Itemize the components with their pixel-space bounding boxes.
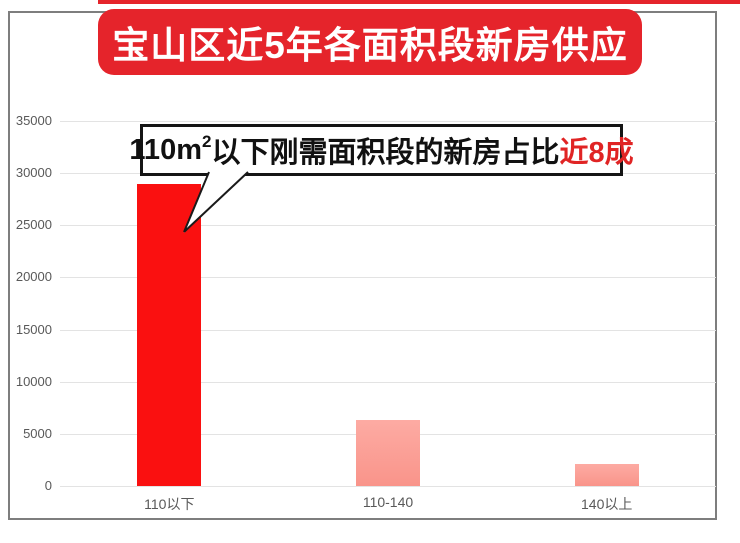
y-axis-tick-label: 0 [44,478,52,493]
callout-tail [183,171,249,233]
x-axis-category-label: 110-140 [362,494,414,510]
gridline [60,381,716,383]
x-axis-category-label: 140以上 [581,496,633,512]
gridline [60,486,716,487]
title-banner: 宝山区近5年各面积段新房供应 [98,9,642,75]
bar [137,183,202,486]
y-axis-tick-label: 30000 [15,165,52,181]
gridline [60,121,716,122]
bar [356,420,420,486]
y-axis-tick-label: 20000 [15,269,52,285]
gridline [60,277,716,279]
callout-text-body: 以下刚需面积段的新房占比 [211,137,560,169]
callout-text-highlight: 近8成 [559,137,634,169]
y-axis-tick-label: 10000 [15,373,52,389]
y-axis-tick-label: 35000 [15,113,52,128]
top-red-strip [98,0,740,4]
bar [574,464,639,486]
gridline [60,225,716,227]
annotation-callout: 110m 2 以下刚需面积段的新房占比 近8成 [129,124,634,176]
y-axis-tick-label: 25000 [15,217,52,233]
x-axis-category-label: 110以下 [144,496,195,512]
y-axis-tick-label: 15000 [15,321,52,337]
chart-title: 宝山区近5年各面积段新房供应 [112,25,628,66]
y-axis-tick-label: 5000 [23,425,52,441]
callout-text-prefix: 110m [129,133,202,166]
gridline [60,329,716,331]
